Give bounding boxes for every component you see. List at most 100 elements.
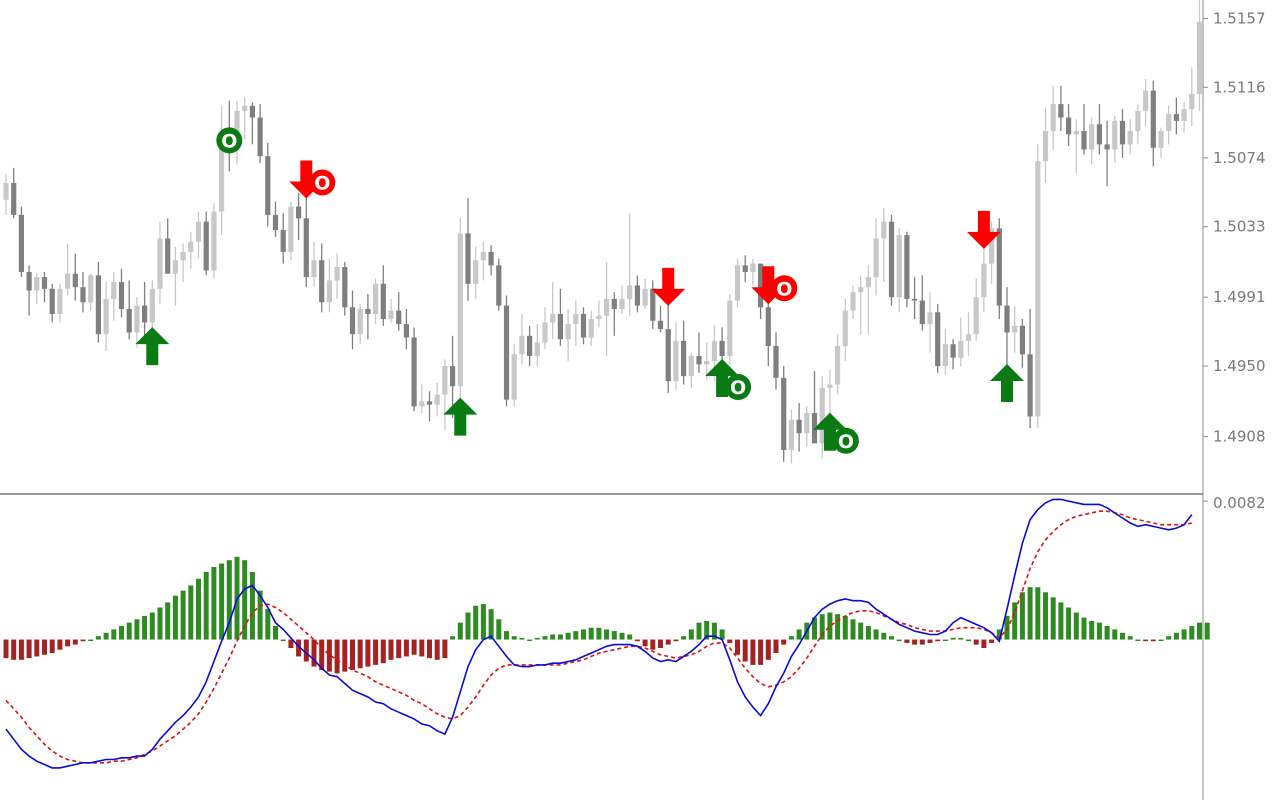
candle (865, 265, 871, 335)
exit-signal-icon: O (216, 127, 243, 154)
candle (1019, 319, 1025, 368)
candle-body (758, 263, 764, 308)
signal-label: O (838, 431, 854, 453)
histogram-bar (380, 639, 386, 664)
sell-arrow-icon (651, 267, 686, 306)
candle (1035, 144, 1041, 429)
candle-body (1027, 354, 1033, 417)
price-candles (3, 0, 1203, 464)
candle-body (157, 238, 163, 289)
candle (796, 403, 802, 452)
candle-body (550, 314, 556, 323)
candle (326, 258, 332, 313)
histogram-bar (88, 639, 94, 642)
histogram-bar (611, 631, 617, 640)
histogram-bar (219, 563, 225, 640)
candle-body (1073, 130, 1079, 135)
candle-body (1112, 120, 1118, 150)
candle-body (765, 307, 771, 346)
candle-body (488, 251, 494, 266)
buy-arrow-icon (135, 327, 170, 366)
candle (11, 167, 17, 219)
candle-body (3, 183, 9, 200)
histogram-bar (581, 629, 586, 640)
candle (1119, 109, 1126, 158)
candle (619, 285, 625, 315)
macd-panel[interactable] (3, 498, 1210, 769)
histogram-bar (365, 639, 371, 667)
histogram-bar (596, 627, 602, 640)
histogram-bar (527, 639, 533, 642)
candle-body (557, 314, 563, 340)
candle (80, 272, 86, 313)
candle-body (912, 298, 918, 301)
candle-body (95, 275, 101, 335)
histogram-bar (419, 639, 425, 657)
candle (1073, 119, 1079, 173)
candle (1050, 85, 1056, 150)
price-axis[interactable]: 1.5157 1.5116 1.5074 1.5033 1.4991 1.4950 1.49… (1203, 9, 1266, 446)
histogram-bar (134, 619, 140, 640)
histogram-bar (334, 639, 340, 674)
trade-signals: O O O O O (135, 127, 1024, 454)
histogram-bar (473, 605, 479, 640)
histogram-bar (103, 632, 109, 640)
candle-body (411, 337, 417, 407)
candle-body (711, 340, 717, 362)
price-panel[interactable]: O O O O O (3, 0, 1203, 464)
candle-body (827, 384, 833, 388)
candle-body (1058, 104, 1064, 118)
histogram-bar (765, 639, 771, 660)
buy-arrow-icon: O (705, 359, 752, 401)
candle (965, 312, 972, 356)
candle-body (534, 342, 540, 356)
candle (912, 277, 918, 320)
candle-body (1104, 144, 1110, 150)
candle (1143, 78, 1149, 126)
histogram-bar (873, 629, 879, 640)
histogram-bar (1019, 592, 1025, 640)
macd-histogram (3, 556, 1210, 674)
candle (673, 322, 679, 390)
candle-body (1189, 94, 1195, 110)
histogram-bar (966, 639, 971, 642)
histogram-bar (642, 639, 648, 647)
macd-axis[interactable]: 0.0082 (1203, 494, 1266, 512)
histogram-bar (650, 639, 656, 650)
histogram-bar (865, 626, 871, 640)
histogram-bar (781, 639, 787, 645)
candle (203, 211, 209, 276)
histogram-bar (688, 629, 694, 640)
histogram-bar (1166, 636, 1172, 640)
candle-body (334, 266, 340, 281)
candle-body (465, 233, 471, 284)
histogram-bar (1120, 632, 1125, 640)
signal-label: O (730, 377, 746, 399)
candle-body (257, 117, 263, 157)
histogram-bar (711, 622, 717, 640)
histogram-bar (996, 629, 1002, 640)
signal-badge (832, 427, 859, 454)
candle-body (296, 206, 302, 219)
histogram-bar (411, 639, 417, 655)
histogram-bar (72, 639, 78, 645)
candle (935, 303, 941, 373)
candle-body (1012, 325, 1018, 333)
candle-body (272, 214, 279, 231)
sell-arrow-icon (966, 210, 1001, 249)
price-tick-label: 1.5157 (1213, 9, 1266, 27)
candle-body (134, 305, 140, 333)
candle-body (11, 183, 17, 215)
candle-body (234, 110, 240, 145)
candle (319, 243, 325, 313)
candle-body (41, 277, 48, 289)
histogram-bar (427, 639, 432, 659)
histogram-bar (989, 639, 995, 643)
candle (72, 253, 78, 301)
candle (819, 376, 825, 459)
candle-body (958, 340, 964, 358)
candle (342, 261, 348, 316)
down-arrow-shape (651, 267, 686, 306)
histogram-bar (719, 629, 725, 640)
histogram-bar (919, 639, 925, 645)
